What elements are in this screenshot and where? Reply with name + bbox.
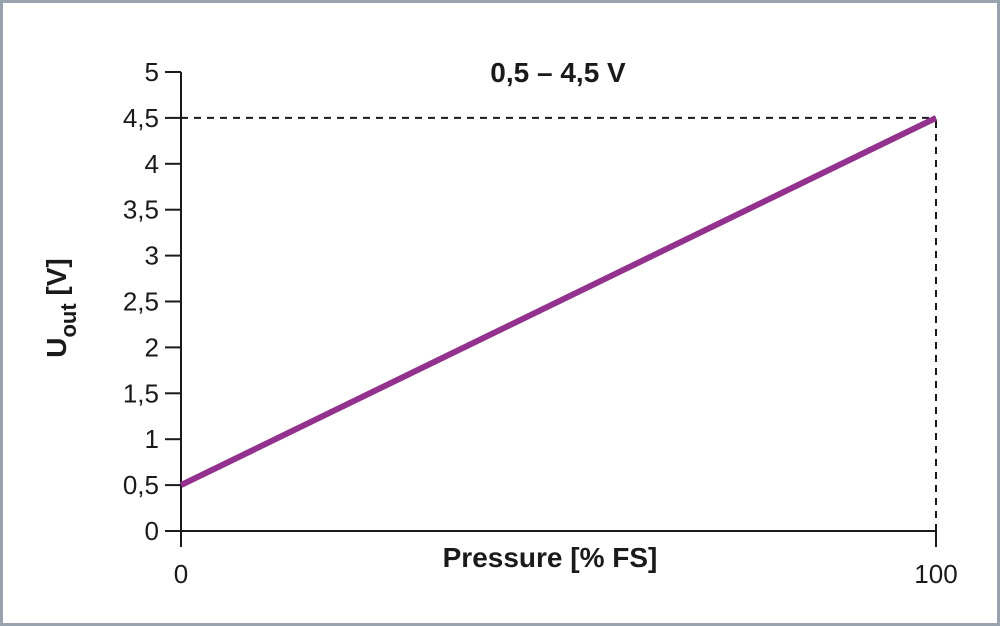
- y-axis-title: Uout [V]: [41, 258, 81, 358]
- y-tick-label: 3,5: [123, 195, 159, 225]
- y-tick-label: 3: [145, 241, 159, 271]
- y-tick-label: 2,5: [123, 287, 159, 317]
- plot-area: 0 0,5 1 1,5 2 2,5 3 3,5 4 4,5 5 0 100: [123, 57, 958, 589]
- y-tick-label: 1: [145, 424, 159, 454]
- series-line: [179, 115, 938, 488]
- x-tick-label: 100: [914, 559, 957, 589]
- y-tick-label: 0,5: [123, 470, 159, 500]
- y-axis-title-unit: [V]: [41, 258, 72, 303]
- y-tick-label: 2: [145, 332, 159, 362]
- y-axis-title-main: U: [41, 338, 72, 358]
- y-tick-label: 4: [145, 149, 159, 179]
- y-tick-label: 1,5: [123, 378, 159, 408]
- y-tick-label: 0: [145, 516, 159, 546]
- y-tick-label: 5: [145, 57, 159, 87]
- chart-title: 0,5 – 4,5 V: [490, 57, 626, 88]
- y-axis-title-subscript: out: [56, 303, 81, 338]
- y-tick-label: 4,5: [123, 103, 159, 133]
- x-tick-label: 0: [174, 559, 188, 589]
- x-axis-title: Pressure [% FS]: [443, 542, 658, 573]
